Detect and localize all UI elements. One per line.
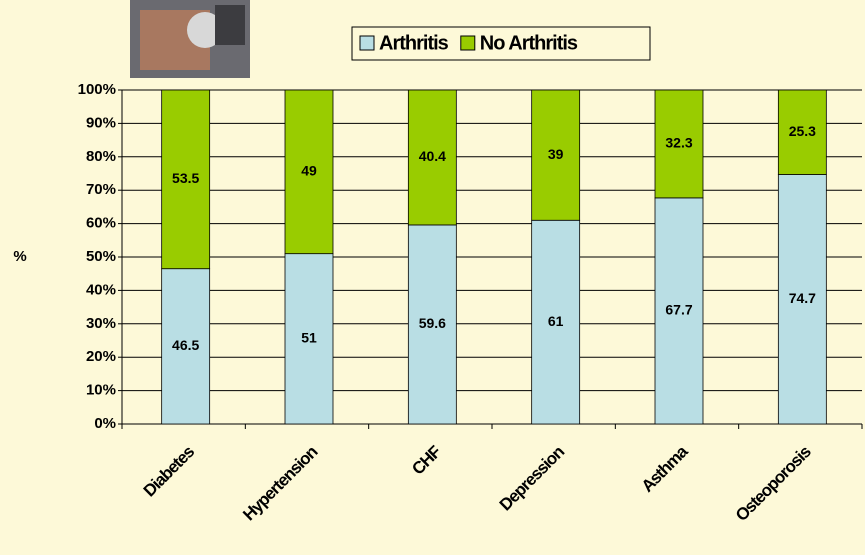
y-tick-label: 30% [86,315,116,332]
data-label: 61 [548,313,564,329]
y-tick-label: 40% [86,281,116,298]
y-tick-label: 20% [86,348,116,365]
photo [130,0,250,78]
y-tick-label: 60% [86,215,116,232]
data-label: 25.3 [789,123,816,139]
data-label: 74.7 [789,290,816,306]
data-label: 49 [301,163,317,179]
data-label: 39 [548,146,564,162]
data-label: 46.5 [172,337,199,353]
y-tick-label: 90% [86,114,116,131]
bar-segment [531,89,581,221]
y-tick-label: 0% [94,415,116,432]
bar-segment [407,89,457,226]
legend: Arthritis No Arthritis [351,26,651,61]
legend-swatch [460,35,476,51]
data-label: 59.6 [419,315,446,331]
legend-label: No Arthritis [480,32,578,54]
bar-segment [531,219,581,425]
bar-segment [407,224,457,425]
data-label: 40.4 [419,148,446,164]
y-tick-label: 10% [86,382,116,399]
bar-segment [654,197,704,425]
legend-label: Arthritis [379,32,449,54]
data-label: 32.3 [665,135,692,151]
bar-segment [777,174,827,425]
bar-segment [654,89,704,199]
legend-box [351,26,651,61]
bar-segment [161,268,211,425]
y-tick-label: 50% [86,248,116,265]
legend-swatch [359,35,375,51]
bar-segment [284,253,334,425]
bar-segment [161,89,211,270]
data-label: 67.7 [665,302,692,318]
y-tick-label: 80% [86,148,116,165]
bar-segment [284,89,334,255]
bar-segment [777,89,827,175]
y-axis-label: % [13,248,26,265]
data-label: 51 [301,330,317,346]
y-tick-label: 70% [86,181,116,198]
y-tick-label: 100% [78,81,116,98]
data-label: 53.5 [172,170,199,186]
